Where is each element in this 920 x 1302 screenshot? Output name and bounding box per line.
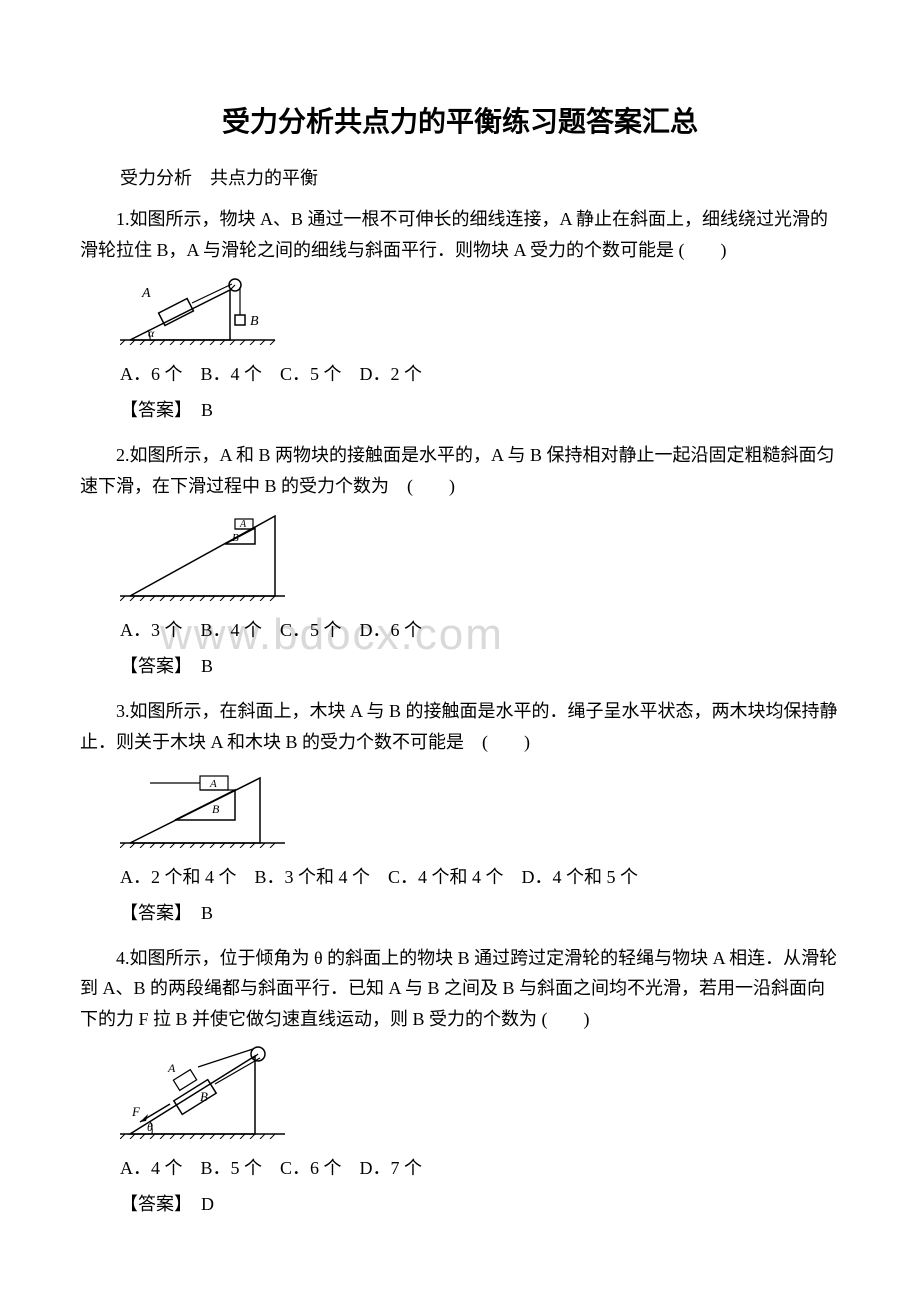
question-3-options: A．2 个和 4 个 B．3 个和 4 个 C．4 个和 4 个 D．4 个和 …: [120, 863, 840, 889]
question-2-answer: 【答案】 B: [120, 652, 840, 678]
page-subtitle: 受力分析 共点力的平衡: [120, 164, 840, 190]
question-4-options: A．4 个 B．5 个 C．6 个 D．7 个: [120, 1154, 840, 1180]
svg-text:F: F: [131, 1104, 141, 1119]
svg-text:A: A: [239, 519, 247, 530]
page-title: 受力分析共点力的平衡练习题答案汇总: [80, 100, 840, 140]
svg-text:B: B: [250, 314, 259, 329]
question-1-text: 1.如图所示，物块 A、B 通过一根不可伸长的细线连接，A 静止在斜面上，细线绕…: [80, 204, 840, 265]
question-2-text: 2.如图所示，A 和 B 两物块的接触面是水平的，A 与 B 保持相对静止一起沿…: [80, 440, 840, 501]
svg-text:B: B: [212, 802, 220, 816]
svg-text:A: A: [141, 286, 151, 301]
question-3-answer: 【答案】 B: [120, 899, 840, 925]
svg-text:θ: θ: [147, 1120, 153, 1134]
svg-text:A: A: [167, 1061, 176, 1075]
svg-text:B: B: [232, 532, 239, 544]
question-3-text: 3.如图所示，在斜面上，木块 A 与 B 的接触面是水平的．绳子呈水平状态，两木…: [80, 696, 840, 757]
question-4-diagram: F A B θ: [120, 1044, 840, 1144]
question-1-diagram: A B α: [120, 275, 840, 350]
question-1-options: A．6 个 B．4 个 C．5 个 D．2 个: [120, 360, 840, 386]
svg-text:A: A: [209, 778, 217, 790]
question-4-answer: 【答案】 D: [120, 1190, 840, 1216]
question-2-options: A．3 个 B．4 个 C．5 个 D．6 个: [120, 616, 840, 642]
question-1-answer: 【答案】 B: [120, 396, 840, 422]
svg-text:B: B: [200, 1089, 208, 1104]
question-4-text: 4.如图所示，位于倾角为 θ 的斜面上的物块 B 通过跨过定滑轮的轻绳与物块 A…: [80, 943, 840, 1035]
question-3-diagram: A B: [120, 768, 840, 853]
question-2-diagram: A B: [120, 511, 840, 606]
